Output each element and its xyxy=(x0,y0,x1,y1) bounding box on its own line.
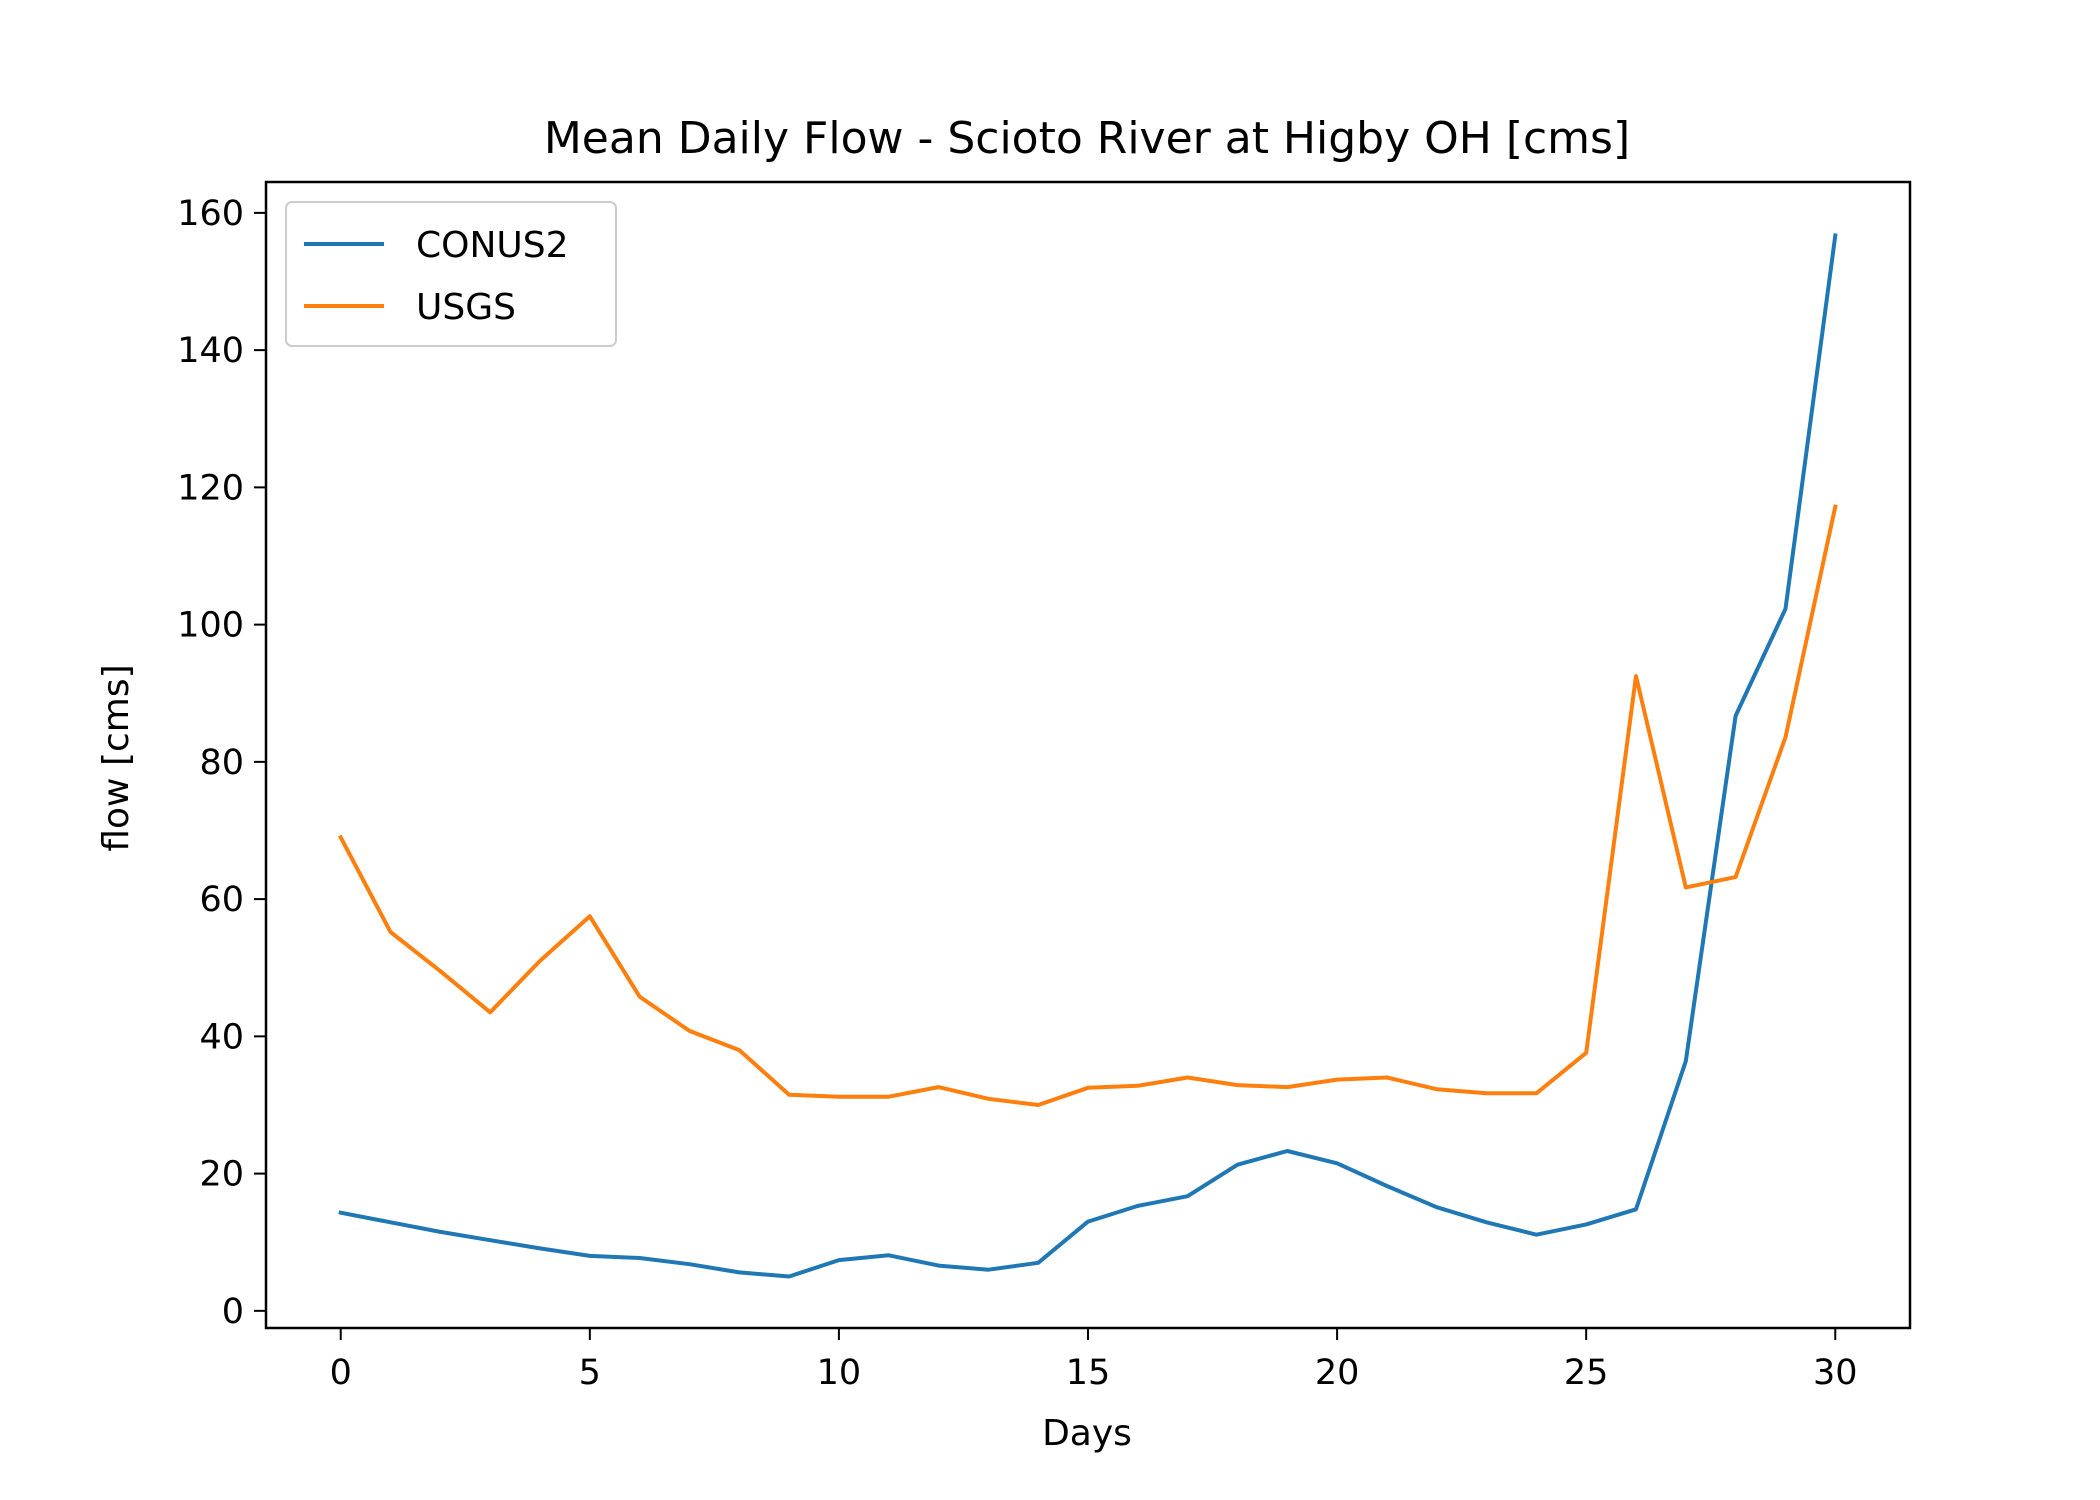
y-tick-label: 120 xyxy=(177,468,244,508)
series-line-usgs xyxy=(337,504,1838,1107)
x-tick-label: 15 xyxy=(1066,1353,1111,1393)
y-tick-label: 140 xyxy=(177,331,244,371)
y-tick-label: 80 xyxy=(199,743,244,783)
y-tick-label: 0 xyxy=(222,1292,244,1332)
y-tick-label: 100 xyxy=(177,606,244,646)
x-axis-label: Days xyxy=(1042,1413,1132,1454)
x-tick-label: 30 xyxy=(1813,1353,1858,1393)
y-axis-label: flow [cms] xyxy=(96,664,137,851)
x-tick-label: 5 xyxy=(579,1353,601,1393)
y-axis: 0 20 40 60 80 100 120 140 160 xyxy=(177,194,266,1332)
series-line-conus2 xyxy=(338,233,1838,1279)
x-tick-label: 20 xyxy=(1315,1353,1360,1393)
x-axis: 0 5 10 15 20 25 30 xyxy=(330,1328,1858,1393)
chart-title: Mean Daily Flow - Scioto River at Higby … xyxy=(544,113,1630,164)
y-tick-label: 60 xyxy=(199,880,244,920)
legend-box xyxy=(285,201,617,347)
x-tick-label: 10 xyxy=(817,1353,862,1393)
legend: CONUS2 USGS xyxy=(285,201,617,347)
plot-frame xyxy=(264,180,1912,1330)
plot-area xyxy=(264,180,1912,1330)
x-tick-label: 0 xyxy=(330,1353,352,1393)
x-tick-label: 25 xyxy=(1564,1353,1609,1393)
y-tick-label: 40 xyxy=(199,1017,244,1057)
legend-label-usgs: USGS xyxy=(416,287,516,328)
y-tick-label: 20 xyxy=(199,1155,244,1195)
legend-label-conus2: CONUS2 xyxy=(416,225,569,266)
y-tick-label: 160 xyxy=(177,194,244,234)
